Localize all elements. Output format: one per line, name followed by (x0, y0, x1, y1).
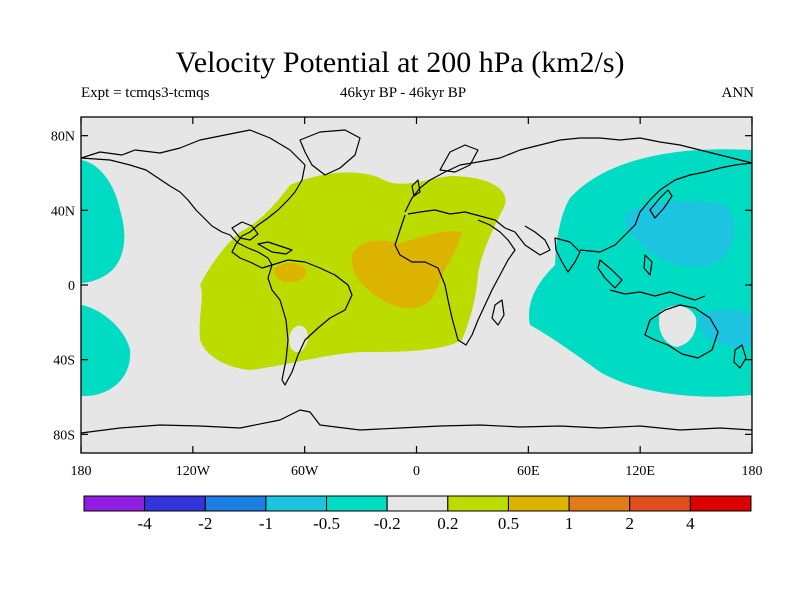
coast-caribbean (257, 241, 293, 255)
x-tick-label: 0 (413, 464, 420, 479)
colorbar-label: -0.5 (313, 514, 340, 533)
y-tick-label: 80N (51, 130, 75, 145)
y-tick-label: 40N (51, 204, 75, 219)
colorbar-label: 2 (625, 514, 634, 533)
colorbar-label: -4 (138, 514, 153, 533)
y-tick-label: 0 (68, 279, 75, 294)
coast-indonesia (609, 289, 706, 301)
x-tick-label: 180 (71, 464, 92, 479)
colorbar-swatch (204, 495, 267, 512)
x-tick-label: 180 (742, 464, 763, 479)
colorbar-swatch (83, 495, 146, 512)
colorbar-swatch (386, 495, 449, 512)
colorbar-label: 0.5 (498, 514, 519, 533)
coast-europe (404, 137, 752, 213)
coast-africa (394, 214, 516, 346)
coast-philippines (643, 254, 653, 276)
x-tick-label: 120E (625, 464, 655, 479)
x-tick-label: 120W (176, 464, 211, 479)
subtitle-experiment: Expt = tcmqs3-tcmqs (81, 85, 210, 101)
coast-madagascar (491, 299, 505, 326)
colorbar-label: 4 (686, 514, 695, 533)
colorbar-label: -1 (259, 514, 273, 533)
coast-australia (644, 304, 719, 359)
region-southeast-pacific-negative (81, 305, 131, 396)
region-australia-gap (658, 305, 697, 347)
colorbar-swatch (689, 495, 752, 512)
coast-scandinavia (439, 144, 479, 173)
y-tick-label: 80S (53, 428, 75, 443)
region-africa-maximum (351, 231, 462, 309)
coast-greenland (299, 129, 361, 176)
page-title: Velocity Potential at 200 hPa (km2/s) (175, 46, 625, 79)
coast-south-america (267, 259, 353, 386)
coast-british-isles (411, 179, 421, 197)
colorbar-label: -2 (198, 514, 212, 533)
y-tick-label: 40S (53, 354, 75, 369)
coast-antarctica (81, 409, 752, 434)
y-axis-labels: 80N 40N 0 40S 80S (51, 130, 75, 444)
region-southern-andes-gap (288, 325, 308, 353)
colorbar (83, 495, 752, 512)
coast-new-zealand (733, 344, 747, 369)
x-tick-label: 60W (291, 464, 319, 479)
colorbar-label: -0.2 (374, 514, 401, 533)
colorbar-label: 1 (565, 514, 574, 533)
x-tick-label: 60E (517, 464, 540, 479)
colorbar-swatch (265, 495, 328, 512)
colorbar-swatch (447, 495, 509, 512)
region-atlantic-africa-positive (199, 172, 506, 370)
coast-arabia (504, 225, 551, 256)
region-east-pacific-west-negative (81, 160, 125, 283)
colorbar-swatch (568, 495, 631, 512)
coast-india (554, 237, 581, 273)
region-northern-south-america-maximum (274, 262, 307, 283)
coast-japan (649, 189, 673, 219)
coast-gulf-of-mexico (231, 221, 259, 241)
colorbar-labels: -4 -2 -1 -0.5 -0.2 0.2 0.5 1 2 4 (138, 514, 696, 533)
colorbar-swatch (629, 495, 691, 512)
axis-ticks (80, 117, 753, 453)
coast-mediterranean (407, 209, 506, 229)
coast-southeast-asia (597, 259, 623, 289)
region-japan-pacific-minimum (625, 200, 735, 267)
region-australia-east-minimum (698, 309, 752, 348)
subtitle-season: ANN (721, 85, 755, 101)
subtitle-period: 46kyr BP - 46kyr BP (340, 85, 467, 101)
colorbar-label: 0.2 (437, 514, 458, 533)
x-axis-labels: 180 120W 60W 0 60E 120E 180 (71, 464, 763, 479)
coast-east-asia (579, 162, 752, 253)
colorbar-swatch (507, 495, 570, 512)
coast-north-america (81, 129, 306, 269)
colorbar-swatch (326, 495, 388, 512)
coastlines (81, 129, 752, 434)
colorbar-swatch (144, 495, 206, 512)
